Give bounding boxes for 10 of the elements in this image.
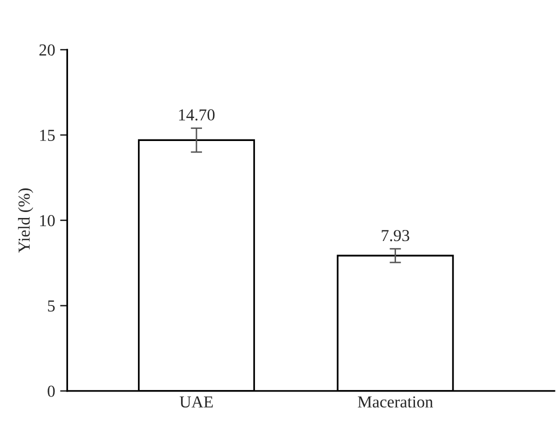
data-label: 7.93 — [382, 230, 410, 242]
x-tick-label: UAE — [180, 396, 213, 408]
x-tick-label: Maceration — [358, 396, 434, 408]
data-label: 14.70 — [179, 109, 215, 121]
y-tick-label: 5 — [48, 300, 55, 312]
y-axis-title: Yield (%) — [18, 188, 34, 253]
y-tick-label: 10 — [40, 215, 55, 226]
y-tick-label: 15 — [40, 130, 55, 141]
y-tick-label: 20 — [39, 44, 55, 56]
y-tick-label: 0 — [48, 386, 55, 397]
